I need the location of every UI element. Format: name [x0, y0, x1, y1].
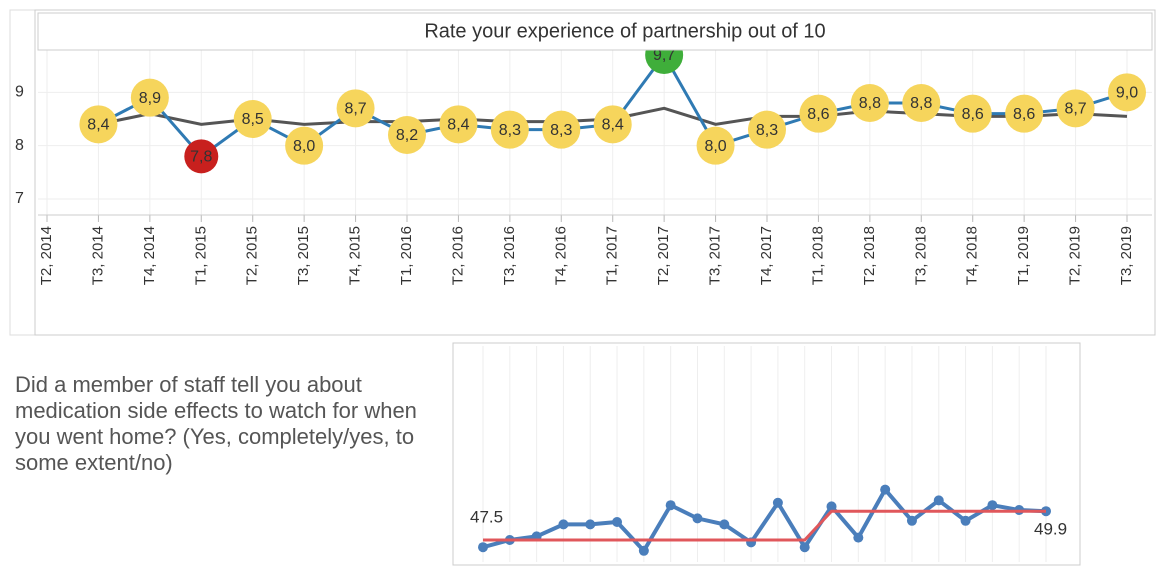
point-label: 8,0	[293, 138, 315, 155]
x-tick-label: T1, 2015	[192, 226, 209, 285]
x-tick-label: T3, 2015	[295, 226, 312, 285]
point	[585, 519, 596, 530]
point	[692, 513, 703, 524]
y-tick-label: 8	[15, 137, 24, 154]
point-label: 8,8	[859, 95, 881, 112]
x-tick-label: T1, 2018	[809, 226, 826, 285]
x-tick-label: T3, 2019	[1118, 226, 1135, 285]
point-label: 8,6	[1013, 106, 1035, 123]
point	[772, 497, 783, 508]
point	[719, 519, 730, 530]
point	[79, 105, 118, 144]
point-label: 8,5	[242, 111, 264, 128]
point-label: 8,6	[962, 106, 984, 123]
x-tick-label: T2, 2015	[244, 226, 261, 285]
point	[233, 100, 272, 138]
point-label: 8,3	[550, 122, 572, 139]
point-label: 8,2	[396, 127, 418, 144]
x-tick-label: T1, 2016	[398, 226, 415, 285]
point	[665, 500, 676, 511]
x-tick-label: T3, 2016	[501, 226, 518, 285]
x-tick-label: T4, 2018	[964, 226, 981, 285]
point	[638, 545, 649, 556]
point	[285, 126, 324, 165]
point	[850, 84, 889, 122]
x-tick-label: T2, 2017	[655, 226, 672, 285]
x-tick-label: T2, 2016	[449, 226, 466, 285]
point	[130, 78, 169, 117]
point	[1005, 94, 1044, 133]
point	[953, 94, 992, 133]
x-tick-label: T4, 2016	[552, 226, 569, 285]
point	[478, 542, 488, 553]
point-label: 8,4	[602, 117, 624, 134]
x-tick-label: T1, 2019	[1015, 226, 1032, 285]
point	[987, 500, 998, 511]
x-tick-label: T4, 2014	[141, 226, 158, 285]
point	[558, 519, 569, 530]
start-label: 47.5	[470, 507, 503, 526]
x-tick-label: T4, 2017	[758, 226, 775, 285]
point	[439, 105, 478, 144]
point	[748, 110, 786, 149]
point-label: 8,3	[756, 122, 778, 139]
point	[1056, 89, 1095, 128]
x-tick-label: T2, 2018	[861, 226, 878, 285]
point	[799, 542, 810, 553]
x-tick-label: T1, 2017	[604, 226, 621, 285]
point	[542, 110, 581, 149]
point	[490, 110, 529, 149]
point-label: 8,9	[139, 90, 161, 107]
point-label: 8,7	[1064, 101, 1086, 118]
point	[826, 501, 837, 512]
point	[696, 126, 735, 165]
point-label: 8,8	[910, 95, 932, 112]
point-label: 8,4	[447, 117, 469, 134]
point	[960, 515, 971, 526]
x-tick-label: T4, 2015	[347, 226, 364, 285]
x-tick-label: T3, 2018	[912, 226, 929, 285]
x-tick-label: T3, 2017	[707, 226, 724, 285]
chart-title: Rate your experience of partnership out …	[424, 20, 825, 42]
point	[612, 517, 623, 527]
point	[853, 532, 864, 543]
median-line	[483, 509, 1046, 542]
point-label: 8,4	[87, 117, 109, 134]
point-label: 9,0	[1116, 85, 1138, 102]
top-chart: 7 8 9 T2, 2014 T3, 2014 T4, 2014 T1, 2015 T2, 2…	[15, 36, 1152, 285]
point	[906, 515, 917, 526]
point	[880, 484, 891, 495]
y-tick-label: 7	[15, 190, 24, 207]
point-label: 7,8	[190, 149, 212, 166]
point	[1108, 73, 1146, 112]
point	[593, 105, 632, 144]
point-label: 9,7	[653, 47, 675, 64]
y-tick-label: 9	[15, 84, 24, 101]
question-text: Did a member of staff tell you about med…	[15, 372, 417, 475]
bottom-chart: 47.5 49.9	[470, 346, 1067, 562]
point-label: 8,7	[344, 101, 366, 118]
left-pane	[9, 9, 36, 336]
x-tick-label: T2, 2019	[1067, 226, 1084, 285]
point	[902, 84, 941, 122]
point	[388, 116, 426, 154]
title-box	[37, 12, 1153, 51]
top-panel	[34, 9, 1156, 336]
point	[933, 495, 944, 506]
point-label: 8,6	[807, 106, 829, 123]
point	[184, 139, 219, 174]
x-tick-label: T3, 2014	[89, 226, 106, 285]
point-label: 8,0	[704, 138, 726, 155]
x-tick-label: T2, 2014	[38, 226, 55, 285]
point	[799, 94, 838, 133]
end-label: 49.9	[1034, 519, 1067, 538]
point-label: 8,3	[499, 122, 521, 139]
point	[336, 89, 375, 128]
